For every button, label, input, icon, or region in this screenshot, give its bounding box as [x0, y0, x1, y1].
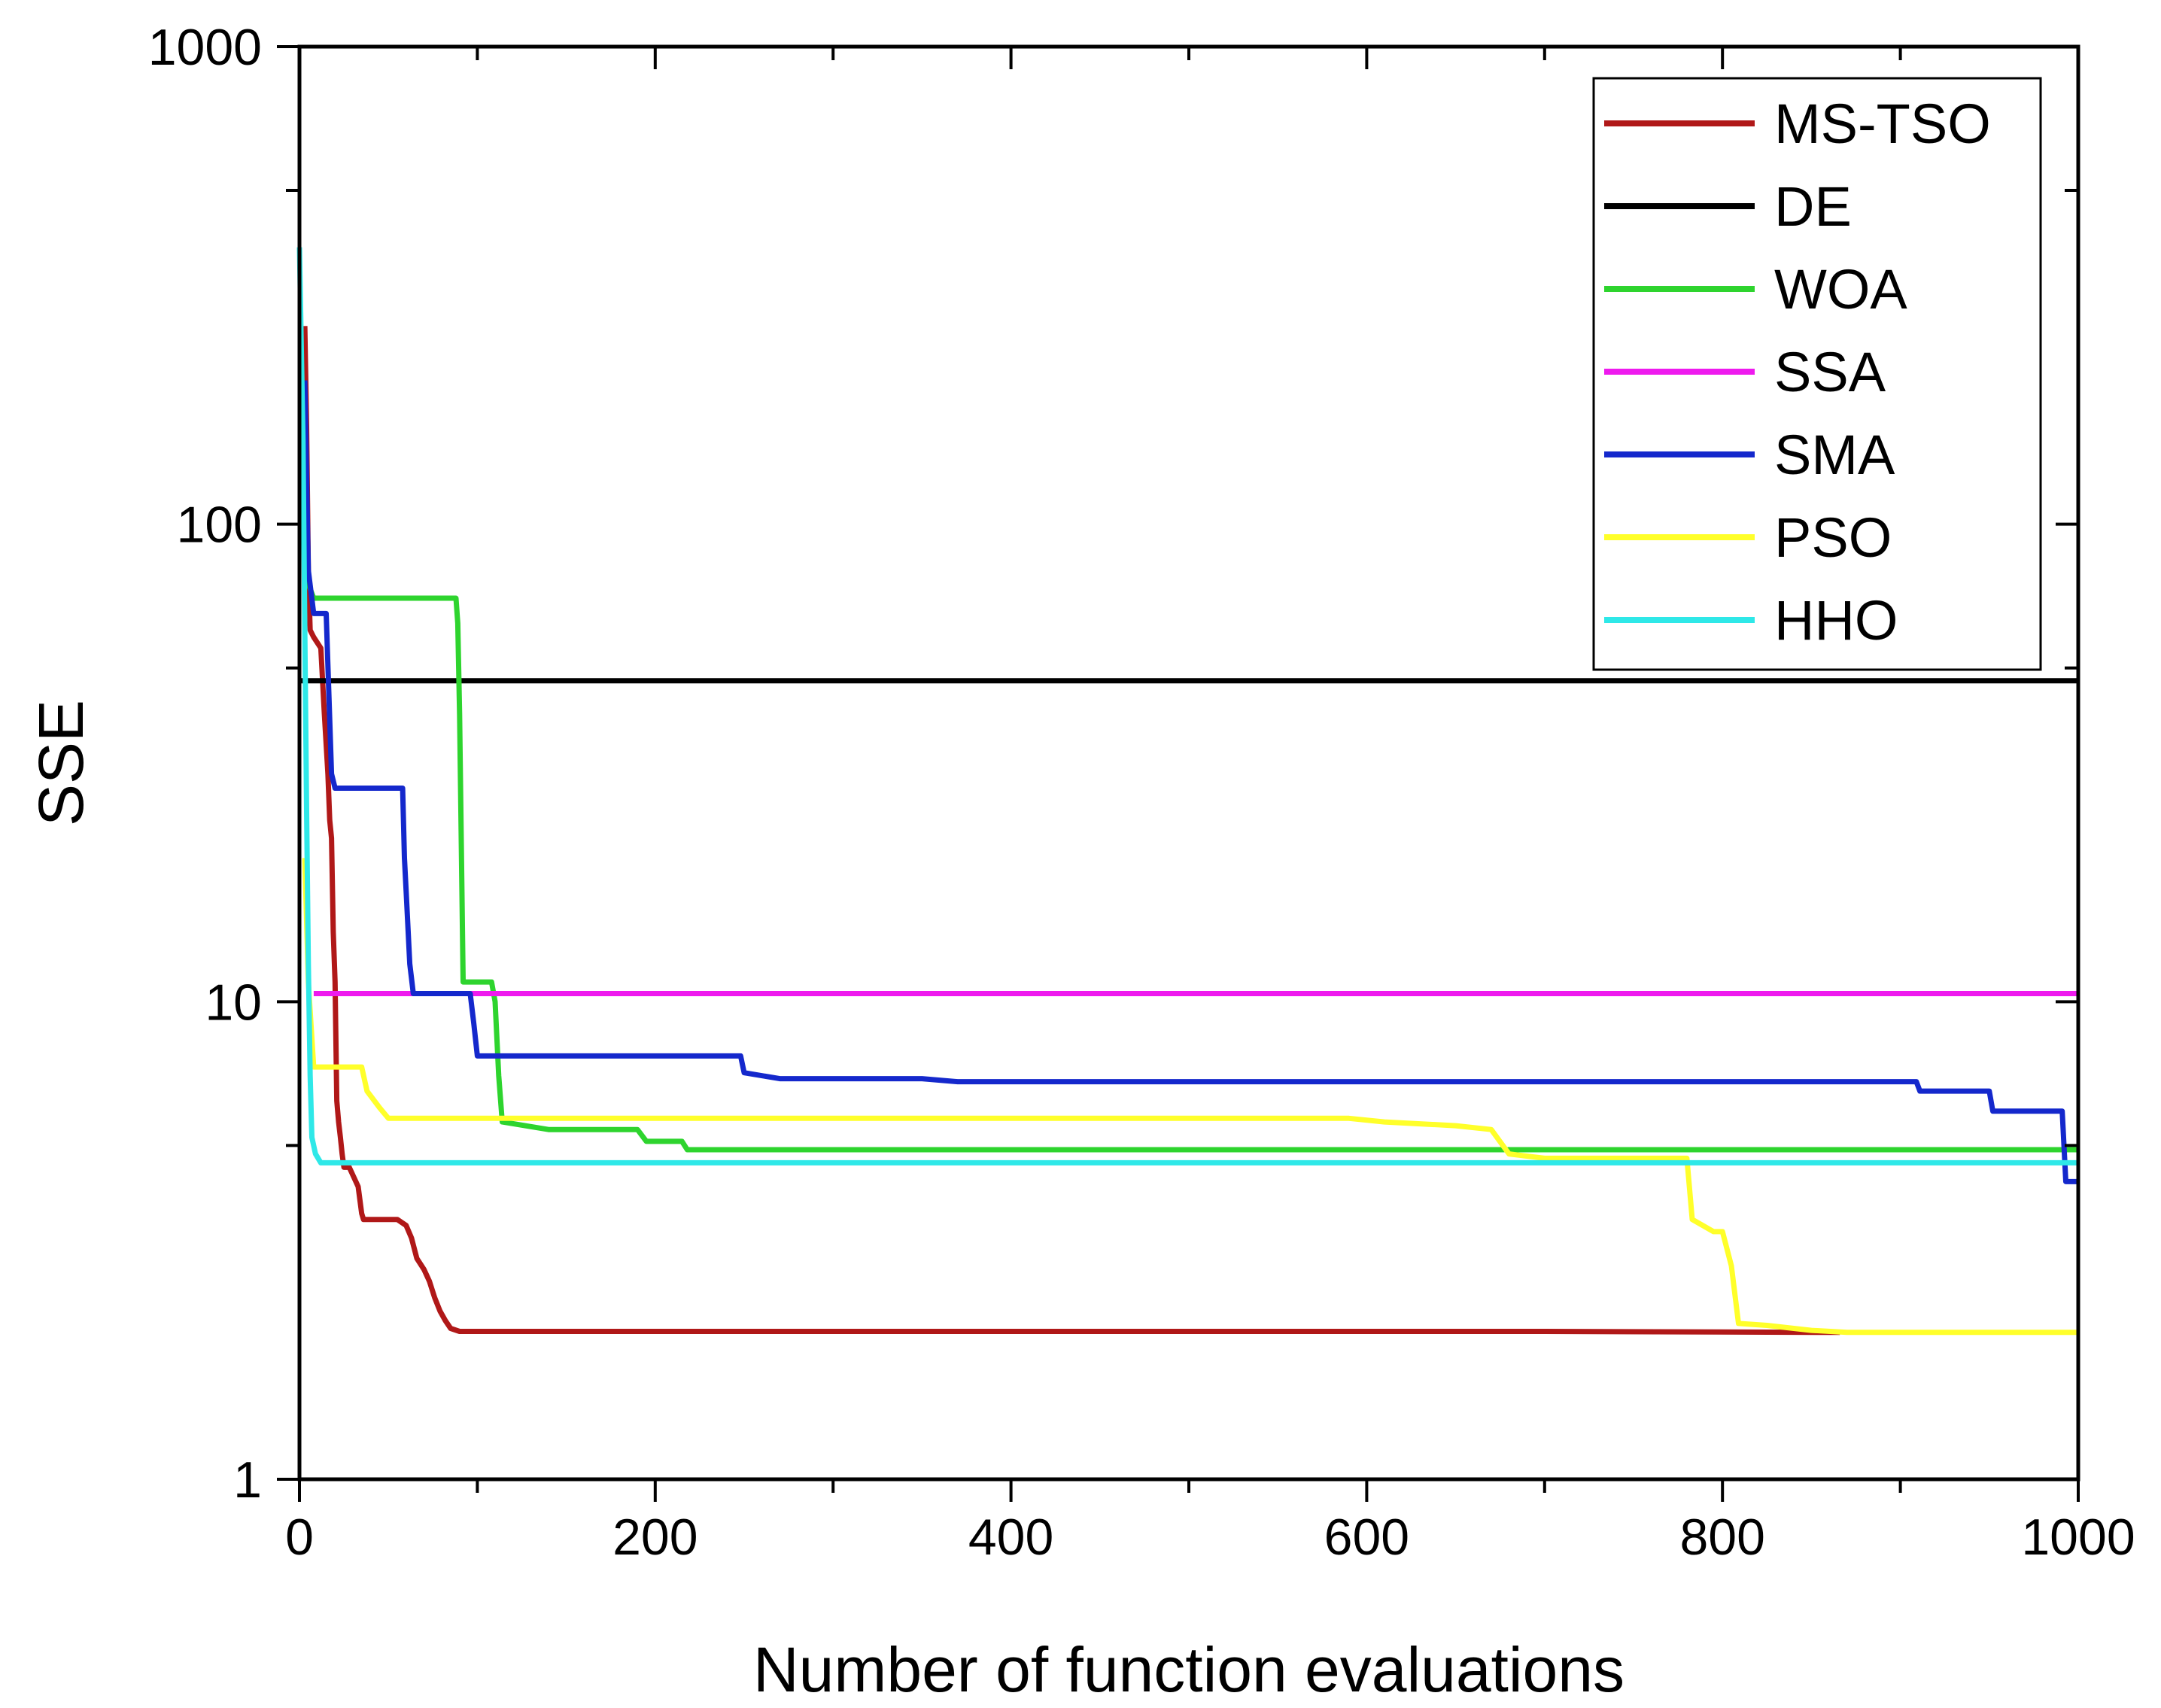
x-tick-label: 600 — [1324, 1509, 1409, 1566]
series-line-hho — [296, 247, 2078, 1166]
series-line-ms-tso — [302, 326, 1840, 1336]
legend: MS-TSO DE WOA SSA SMA PSO HHO — [1592, 77, 2042, 671]
x-tick-label: 400 — [968, 1509, 1053, 1566]
x-axis-title: Number of function evaluations — [753, 1634, 1625, 1705]
series-line-pso — [302, 858, 2078, 1336]
x-tick-label: 200 — [612, 1509, 698, 1566]
legend-label-woa: WOA — [1774, 258, 1907, 321]
legend-label-de: DE — [1774, 175, 1852, 238]
legend-label-pso: PSO — [1774, 506, 1892, 569]
series-line-sma — [302, 380, 2078, 1184]
legend-label-hho: HHO — [1774, 589, 1898, 652]
legend-label-sma: SMA — [1774, 424, 1895, 486]
y-axis-title: SSE — [26, 700, 96, 826]
x-tick-label: 800 — [1679, 1509, 1764, 1566]
legend-label-ssa: SSA — [1774, 341, 1886, 403]
axes-layer: 0 200 400 600 800 1000 1 10 100 1000 — [148, 19, 2135, 1566]
y-tick-label: 1 — [233, 1451, 262, 1509]
series-line-woa — [302, 486, 2078, 1153]
y-tick-label: 1000 — [148, 19, 262, 76]
x-tick-label: 1000 — [2021, 1509, 2135, 1566]
y-tick-label: 10 — [205, 974, 262, 1031]
series-layer — [296, 247, 2078, 1336]
x-tick-label: 0 — [285, 1509, 314, 1566]
y-tick-label: 100 — [177, 497, 262, 554]
legend-label-ms-tso: MS-TSO — [1774, 93, 1991, 155]
